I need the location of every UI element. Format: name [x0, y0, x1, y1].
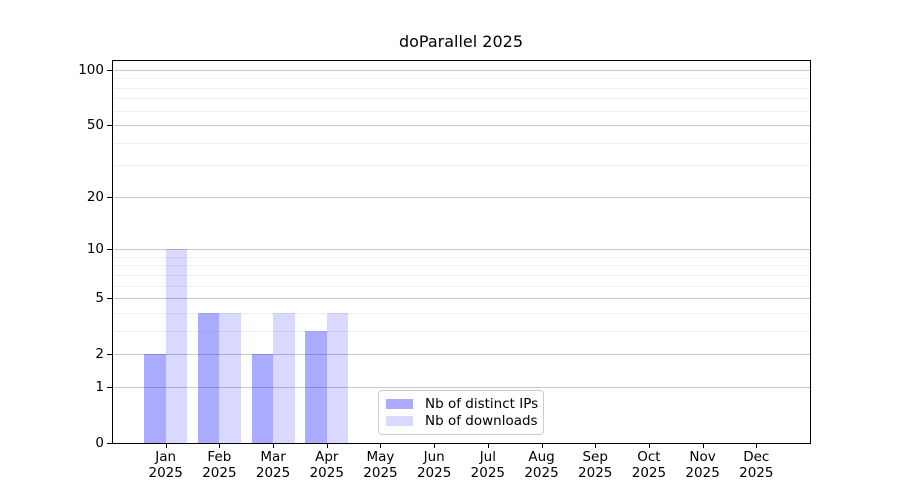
- y-tick-label: 50: [86, 117, 104, 134]
- x-tick-label: Oct 2025: [631, 449, 667, 481]
- x-tick-mark: [273, 444, 275, 448]
- x-tick-label: May 2025: [363, 449, 398, 481]
- legend: Nb of distinct IPs Nb of downloads: [378, 390, 544, 435]
- major-gridline: [112, 354, 810, 356]
- minor-gridline: [112, 98, 810, 100]
- x-tick-mark: [219, 444, 221, 448]
- x-tick-label: Apr 2025: [309, 449, 344, 481]
- major-gridline: [112, 125, 810, 127]
- y-tick-label: 2: [95, 346, 104, 363]
- minor-gridline: [112, 78, 810, 80]
- spine-top: [112, 60, 811, 61]
- legend-swatch-downloads: [386, 416, 413, 427]
- x-tick-mark: [487, 444, 489, 448]
- y-tick-mark: [107, 69, 112, 71]
- x-tick-mark: [541, 444, 543, 448]
- minor-gridline: [112, 274, 810, 276]
- legend-item-distinct-ips: Nb of distinct IPs: [386, 395, 539, 413]
- minor-gridline: [112, 330, 810, 332]
- x-tick-label: Jan 2025: [148, 449, 183, 481]
- bar-downloads: [273, 312, 295, 443]
- x-tick-mark: [165, 444, 167, 448]
- x-tick-label: Jun 2025: [416, 449, 452, 481]
- bar-distinct-ips: [251, 354, 274, 443]
- y-tick-label: 0: [95, 435, 104, 451]
- x-tick-mark: [702, 444, 704, 448]
- bar-downloads: [219, 312, 241, 443]
- minor-gridline: [112, 285, 810, 287]
- y-tick-mark: [107, 196, 112, 198]
- y-tick-mark: [107, 298, 112, 300]
- minor-gridline: [112, 265, 810, 267]
- minor-gridline: [112, 256, 810, 258]
- y-tick-label: 1: [95, 378, 104, 395]
- legend-label-downloads: Nb of downloads: [425, 413, 538, 430]
- x-tick-label: Nov 2025: [685, 449, 720, 481]
- x-tick-label: Aug 2025: [524, 449, 559, 481]
- bar-downloads: [165, 249, 188, 443]
- x-tick-label: Sep 2025: [578, 449, 613, 481]
- x-tick-label: Dec 2025: [739, 449, 774, 481]
- spine-bottom: [112, 443, 811, 444]
- x-tick-mark: [595, 444, 597, 448]
- chart-title: doParallel 2025: [398, 32, 524, 51]
- minor-gridline: [112, 110, 810, 112]
- x-tick-mark: [434, 444, 436, 448]
- y-tick-mark: [107, 125, 112, 127]
- major-gridline: [112, 69, 810, 71]
- x-tick-mark: [756, 444, 758, 448]
- x-tick-label: Feb 2025: [202, 449, 237, 481]
- bar-distinct-ips: [197, 312, 220, 443]
- y-tick-mark: [107, 354, 112, 356]
- y-tick-mark: [107, 443, 112, 444]
- minor-gridline: [112, 142, 810, 144]
- bar-downloads: [326, 312, 349, 443]
- minor-gridline: [112, 165, 810, 167]
- legend-label-distinct-ips: Nb of distinct IPs: [425, 395, 539, 412]
- y-tick-label: 5: [95, 290, 104, 307]
- x-tick-label: Mar 2025: [255, 449, 291, 481]
- spine-right: [810, 60, 811, 444]
- major-gridline: [112, 249, 810, 251]
- y-tick-label: 10: [86, 241, 104, 258]
- bar-distinct-ips: [144, 354, 166, 443]
- x-tick-mark: [380, 444, 382, 448]
- minor-gridline: [112, 312, 810, 314]
- y-tick-label: 100: [78, 61, 104, 78]
- bar-distinct-ips: [305, 330, 327, 443]
- plot-area: [112, 60, 810, 443]
- x-tick-mark: [648, 444, 650, 448]
- x-tick-label: Jul 2025: [470, 449, 506, 481]
- major-gridline: [112, 196, 810, 198]
- legend-item-downloads: Nb of downloads: [386, 413, 538, 431]
- y-tick-label: 20: [86, 188, 104, 205]
- y-tick-mark: [107, 386, 112, 388]
- major-gridline: [112, 386, 810, 388]
- minor-gridline: [112, 87, 810, 89]
- y-tick-mark: [107, 249, 112, 251]
- x-tick-mark: [326, 444, 328, 448]
- legend-swatch-distinct-ips: [386, 398, 413, 409]
- major-gridline: [112, 298, 810, 300]
- spine-left: [112, 60, 113, 444]
